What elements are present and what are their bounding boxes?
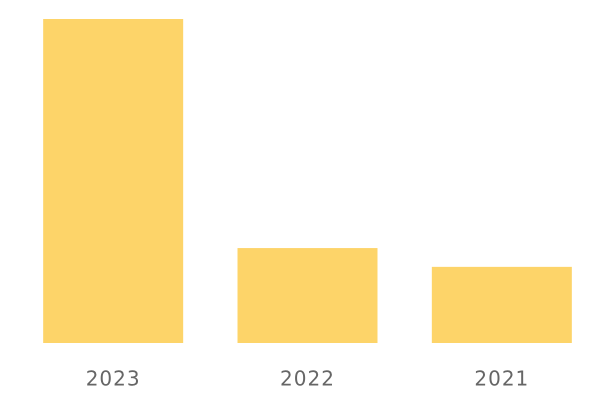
x-tick-label: 2021 [474,367,529,391]
x-tick-label: 2022 [280,367,335,391]
bar [431,266,572,343]
x-tick-label: 2023 [86,367,141,391]
bar [237,248,378,343]
bar [43,19,184,343]
